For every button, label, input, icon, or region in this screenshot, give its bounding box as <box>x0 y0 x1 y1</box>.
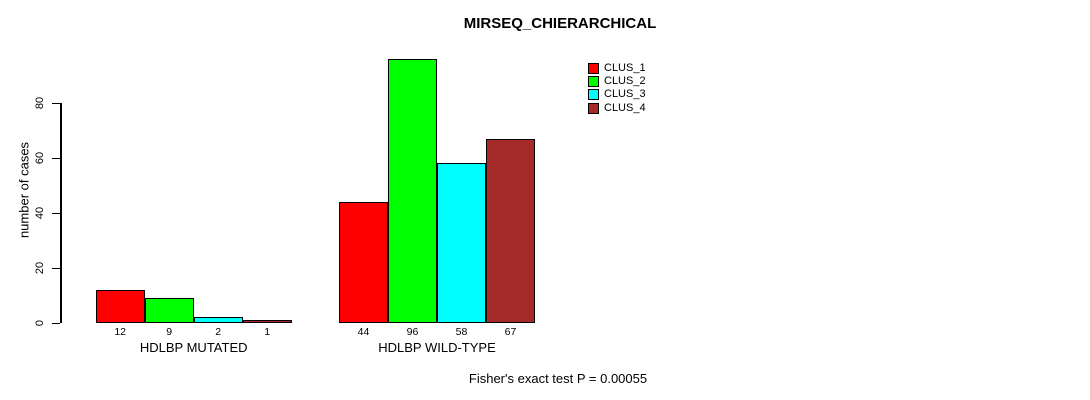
legend-label: CLUS_3 <box>604 88 646 101</box>
bar-clus-3-hdlbp-wild-type <box>437 163 486 323</box>
bar-value-label: 44 <box>357 326 370 338</box>
legend-label: CLUS_2 <box>604 75 646 88</box>
bar-clus-4-hdlbp-mutated <box>242 320 292 323</box>
bar-value-label: 9 <box>166 326 173 338</box>
bar-value-label: 1 <box>264 326 271 338</box>
footnote-annotation: Fisher's exact test P = 0.00055 <box>468 371 648 386</box>
y-axis-tick <box>52 322 60 324</box>
x-group-label-hdlbp-wild-type: HDLBP WILD-TYPE <box>378 340 496 355</box>
bar-clus-2-hdlbp-wild-type <box>388 59 437 323</box>
bar-value-label: 12 <box>114 326 127 338</box>
bar-value-label: 96 <box>406 326 419 338</box>
legend-label: CLUS_1 <box>604 62 646 74</box>
bar-value-label: 2 <box>215 326 222 338</box>
legend-swatch <box>588 89 599 101</box>
y-axis-label: number of cases <box>16 141 32 239</box>
y-axis-tick-label: 20 <box>34 261 46 275</box>
y-axis-tick <box>52 157 60 159</box>
y-axis-tick <box>52 212 60 214</box>
chart-title: MIRSEQ_CHIERARCHICAL <box>463 15 657 32</box>
y-axis-line <box>60 103 62 323</box>
bar-clus-1-hdlbp-wild-type <box>339 202 388 323</box>
legend-swatch <box>588 63 599 74</box>
legend-swatch <box>588 102 599 114</box>
bar-clus-1-hdlbp-mutated <box>95 290 145 323</box>
y-axis-tick <box>52 267 60 269</box>
bar-value-label: 67 <box>504 326 517 338</box>
y-axis-tick-label: 80 <box>34 96 46 110</box>
x-group-label-hdlbp-mutated: HDLBP MUTATED <box>139 340 248 355</box>
bar-clus-4-hdlbp-wild-type <box>486 139 535 323</box>
y-axis-tick <box>52 102 60 104</box>
y-axis-tick-label: 40 <box>34 206 46 220</box>
bar-value-label: 58 <box>455 326 468 338</box>
legend-swatch <box>588 76 599 88</box>
bar-clus-3-hdlbp-mutated <box>193 317 243 323</box>
y-axis-tick-label: 60 <box>34 151 46 165</box>
y-axis-tick-label: 0 <box>34 319 46 327</box>
bar-clus-2-hdlbp-mutated <box>144 298 194 323</box>
legend-label: CLUS_4 <box>604 101 646 114</box>
